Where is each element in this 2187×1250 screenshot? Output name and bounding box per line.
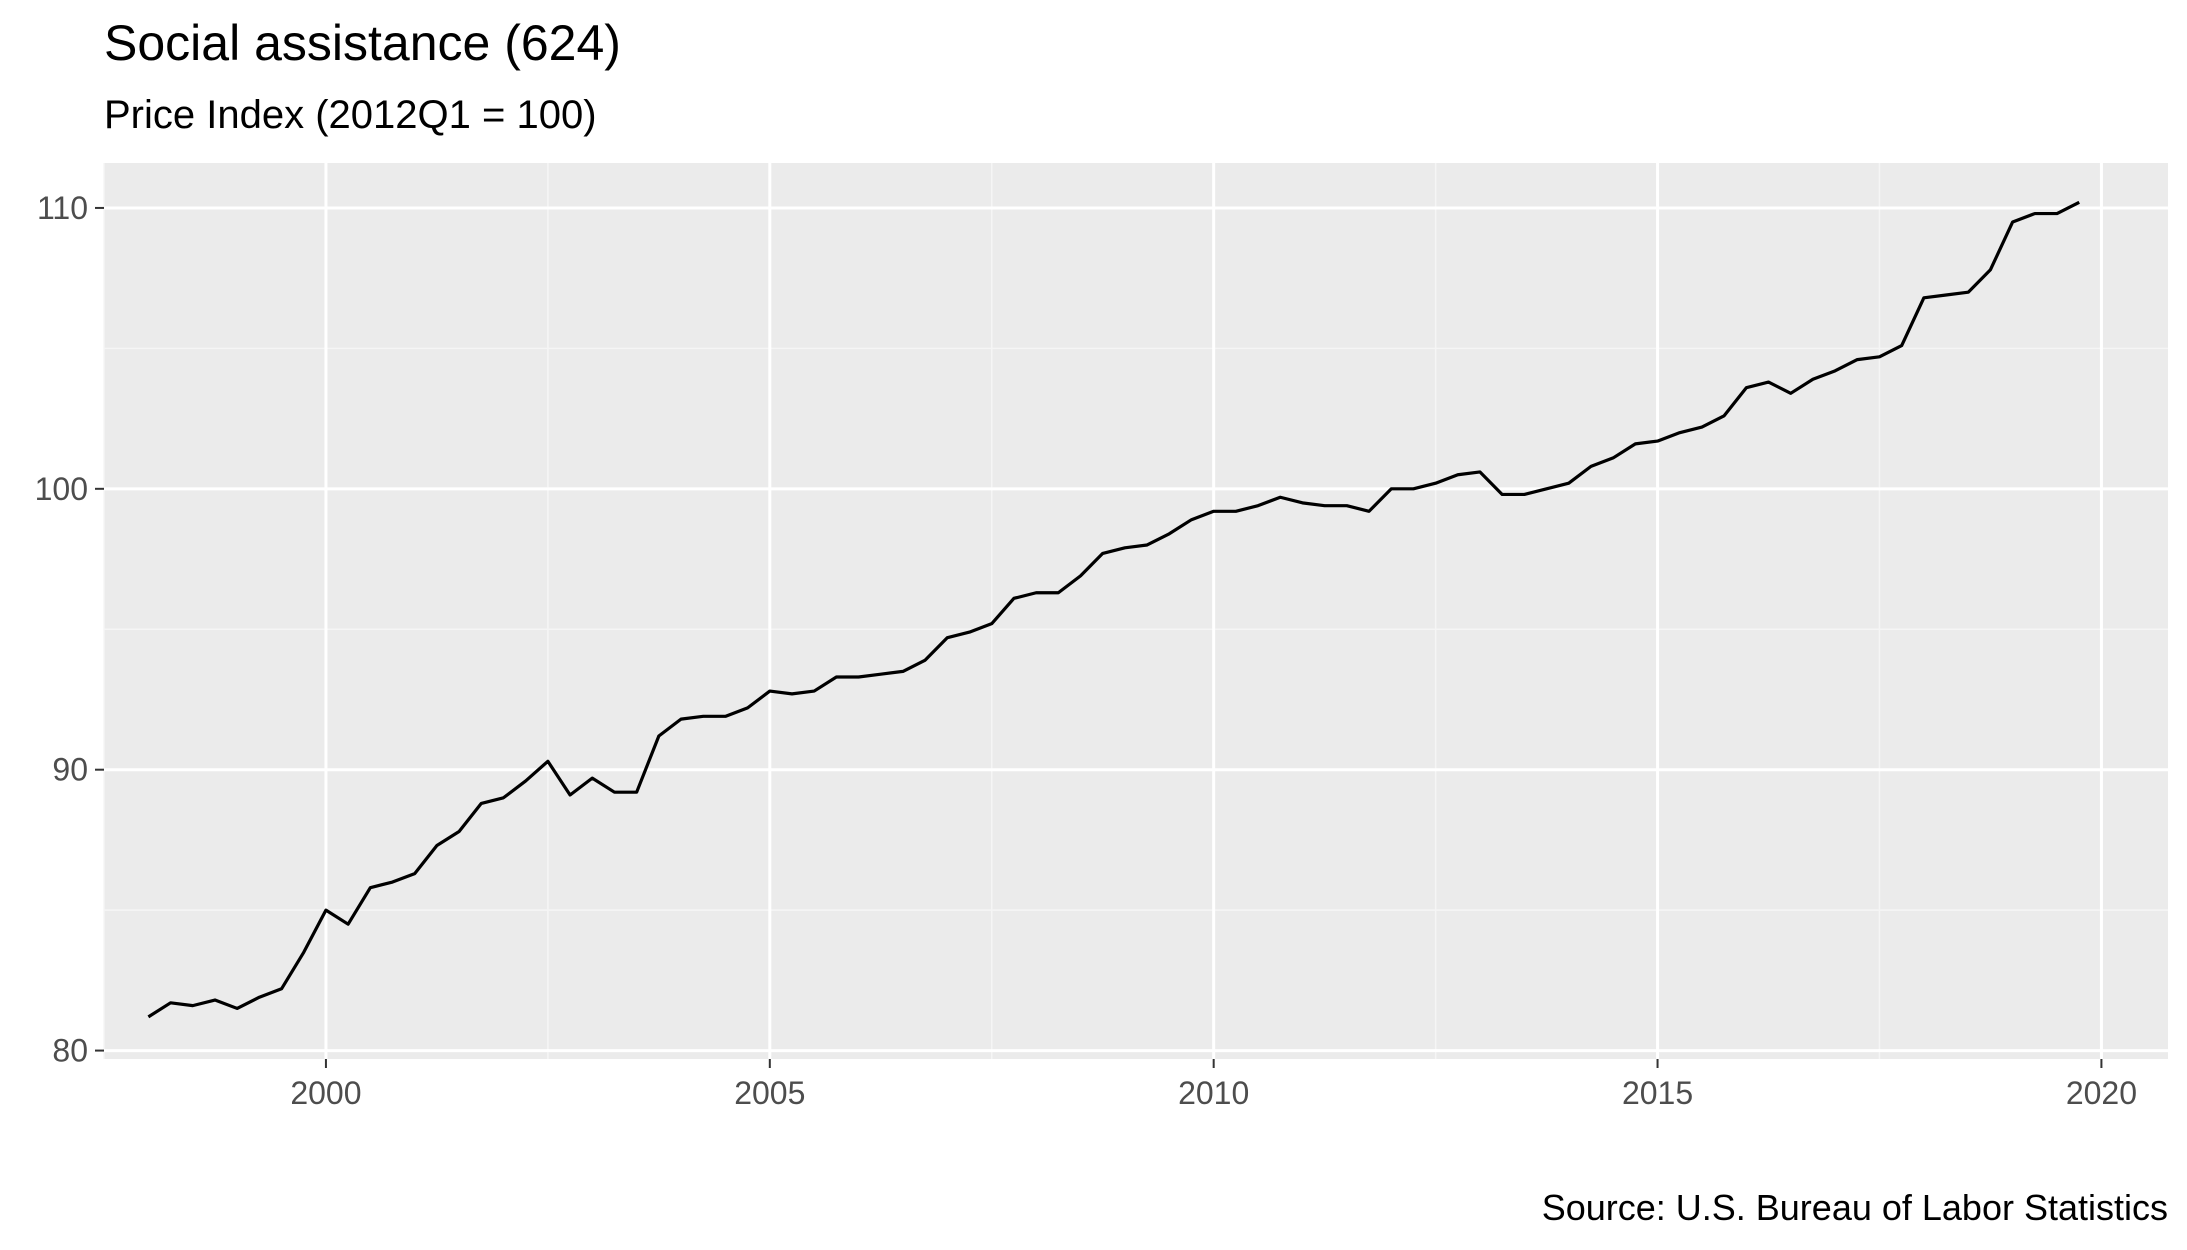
y-tick-label: 110	[37, 190, 88, 226]
x-tick-label: 2005	[734, 1075, 805, 1111]
y-tick-label: 80	[52, 1033, 88, 1069]
plot-panel	[104, 163, 2168, 1059]
x-tick-label: 2015	[1622, 1075, 1693, 1111]
series-line	[147, 200, 2080, 1019]
chart-title: Social assistance (624)	[104, 15, 621, 71]
y-tick-label: 90	[52, 752, 88, 788]
chart-caption: Source: U.S. Bureau of Labor Statistics	[1542, 1187, 2168, 1228]
series-lines	[147, 200, 2080, 1019]
x-tick-label: 2000	[290, 1075, 361, 1111]
grid-lines	[103, 163, 2168, 1059]
y-tick-label: 100	[35, 471, 88, 507]
chart-subtitle: Price Index (2012Q1 = 100)	[104, 93, 597, 137]
axes: 2000 2005 2010 2015 2020 80 90 100 110	[35, 190, 2137, 1111]
x-tick-label: 2010	[1178, 1075, 1249, 1111]
x-tick-label: 2020	[2066, 1075, 2137, 1111]
